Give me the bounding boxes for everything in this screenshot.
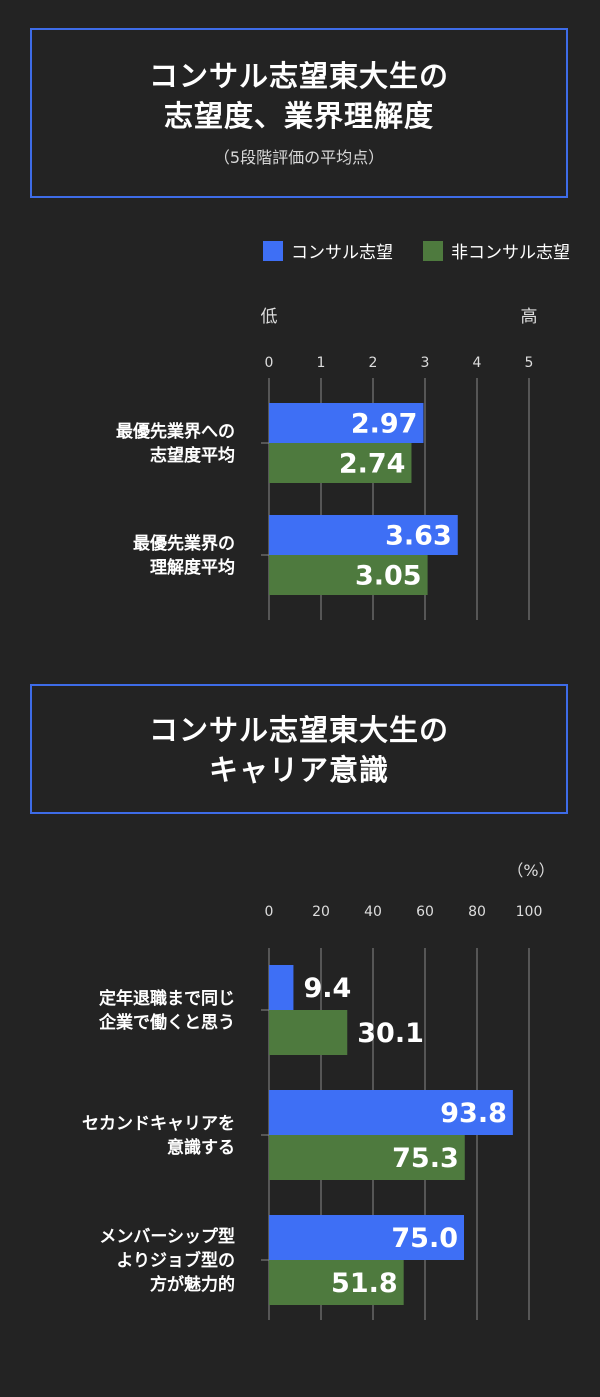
bar-nonconsul	[269, 1135, 465, 1180]
chart2-tick-label: 40	[364, 904, 382, 920]
chart2-tick-label: 80	[468, 904, 486, 920]
header1-subtitle: （5段階評価の平均点）	[213, 148, 385, 167]
category-label: よりジョブ型の	[116, 1250, 235, 1271]
category-label: セカンドキャリアを	[82, 1114, 235, 1134]
bar-consul	[269, 403, 424, 443]
bar-data-label: 9.4	[303, 973, 351, 1004]
bar-data-label: 2.97	[351, 409, 418, 440]
chart1-scale-low-label: 低	[261, 307, 278, 327]
category-label: 志望度平均	[150, 445, 235, 466]
category-label: 定年退職まで同じ	[99, 988, 235, 1009]
header-box-1: コンサル志望東大生の 志望度、業界理解度 （5段階評価の平均点）	[30, 28, 568, 198]
legend-label-consul: コンサル志望	[291, 243, 393, 263]
bar-data-label: 30.1	[357, 1018, 424, 1049]
chart2-tick-label: 100	[516, 904, 543, 920]
legend-item-nonconsul: 非コンサル志望	[423, 238, 570, 263]
category-label: 意識する	[167, 1137, 235, 1158]
chart1-tick-label: 2	[369, 355, 378, 371]
chart1-tick-label: 3	[421, 355, 430, 371]
bar-consul	[269, 1090, 513, 1135]
legend-label-nonconsul: 非コンサル志望	[451, 243, 570, 263]
category-label: 最優先業界への	[116, 421, 235, 442]
bar-data-label: 51.8	[331, 1268, 398, 1299]
chart2-tick-label: 60	[416, 904, 434, 920]
bar-nonconsul	[269, 1010, 348, 1055]
bar-consul	[269, 515, 458, 555]
bar-data-label: 75.3	[392, 1143, 459, 1174]
header2-title-line1: コンサル志望東大生の	[148, 713, 449, 747]
chart2-tick-label: 0	[265, 904, 274, 920]
legend-swatch-nonconsul	[423, 240, 443, 261]
bar-data-label: 93.8	[440, 1098, 507, 1129]
legend: コンサル志望 非コンサル志望	[233, 238, 570, 263]
chart1-tick-label: 5	[525, 355, 534, 371]
chart1-tick-label: 1	[317, 355, 326, 371]
chart1-tick-label: 4	[473, 355, 482, 371]
chart2-unit-label: （%）	[507, 861, 554, 880]
chart2-tick-label: 20	[312, 904, 330, 920]
header1-title-line2: 志望度、業界理解度	[163, 99, 434, 133]
bar-data-label: 3.05	[355, 561, 422, 592]
chart1-tick-label: 0	[265, 355, 274, 371]
bar-consul	[269, 965, 294, 1010]
bar-data-label: 75.0	[391, 1223, 458, 1254]
header1-title-line1: コンサル志望東大生の	[148, 59, 449, 93]
header-box-2: コンサル志望東大生の キャリア意識	[30, 684, 568, 814]
legend-swatch-consul	[263, 240, 283, 261]
bar-nonconsul	[269, 443, 412, 483]
category-label: 方が魅力的	[150, 1274, 235, 1295]
bar-consul	[269, 1215, 464, 1260]
bar-nonconsul	[269, 1260, 404, 1305]
header2-title-line2: キャリア意識	[208, 753, 389, 787]
bar-data-label: 3.63	[385, 521, 452, 552]
category-label: メンバーシップ型	[99, 1226, 235, 1247]
category-label: 最優先業界の	[133, 533, 235, 554]
legend-item-consul: コンサル志望	[263, 238, 393, 263]
bar-data-label: 2.74	[339, 449, 406, 480]
category-label: 理解度平均	[150, 557, 235, 578]
chart1-scale-high-label: 高	[521, 307, 538, 327]
category-label: 企業で働くと思う	[98, 1012, 235, 1033]
bar-nonconsul	[269, 555, 428, 595]
